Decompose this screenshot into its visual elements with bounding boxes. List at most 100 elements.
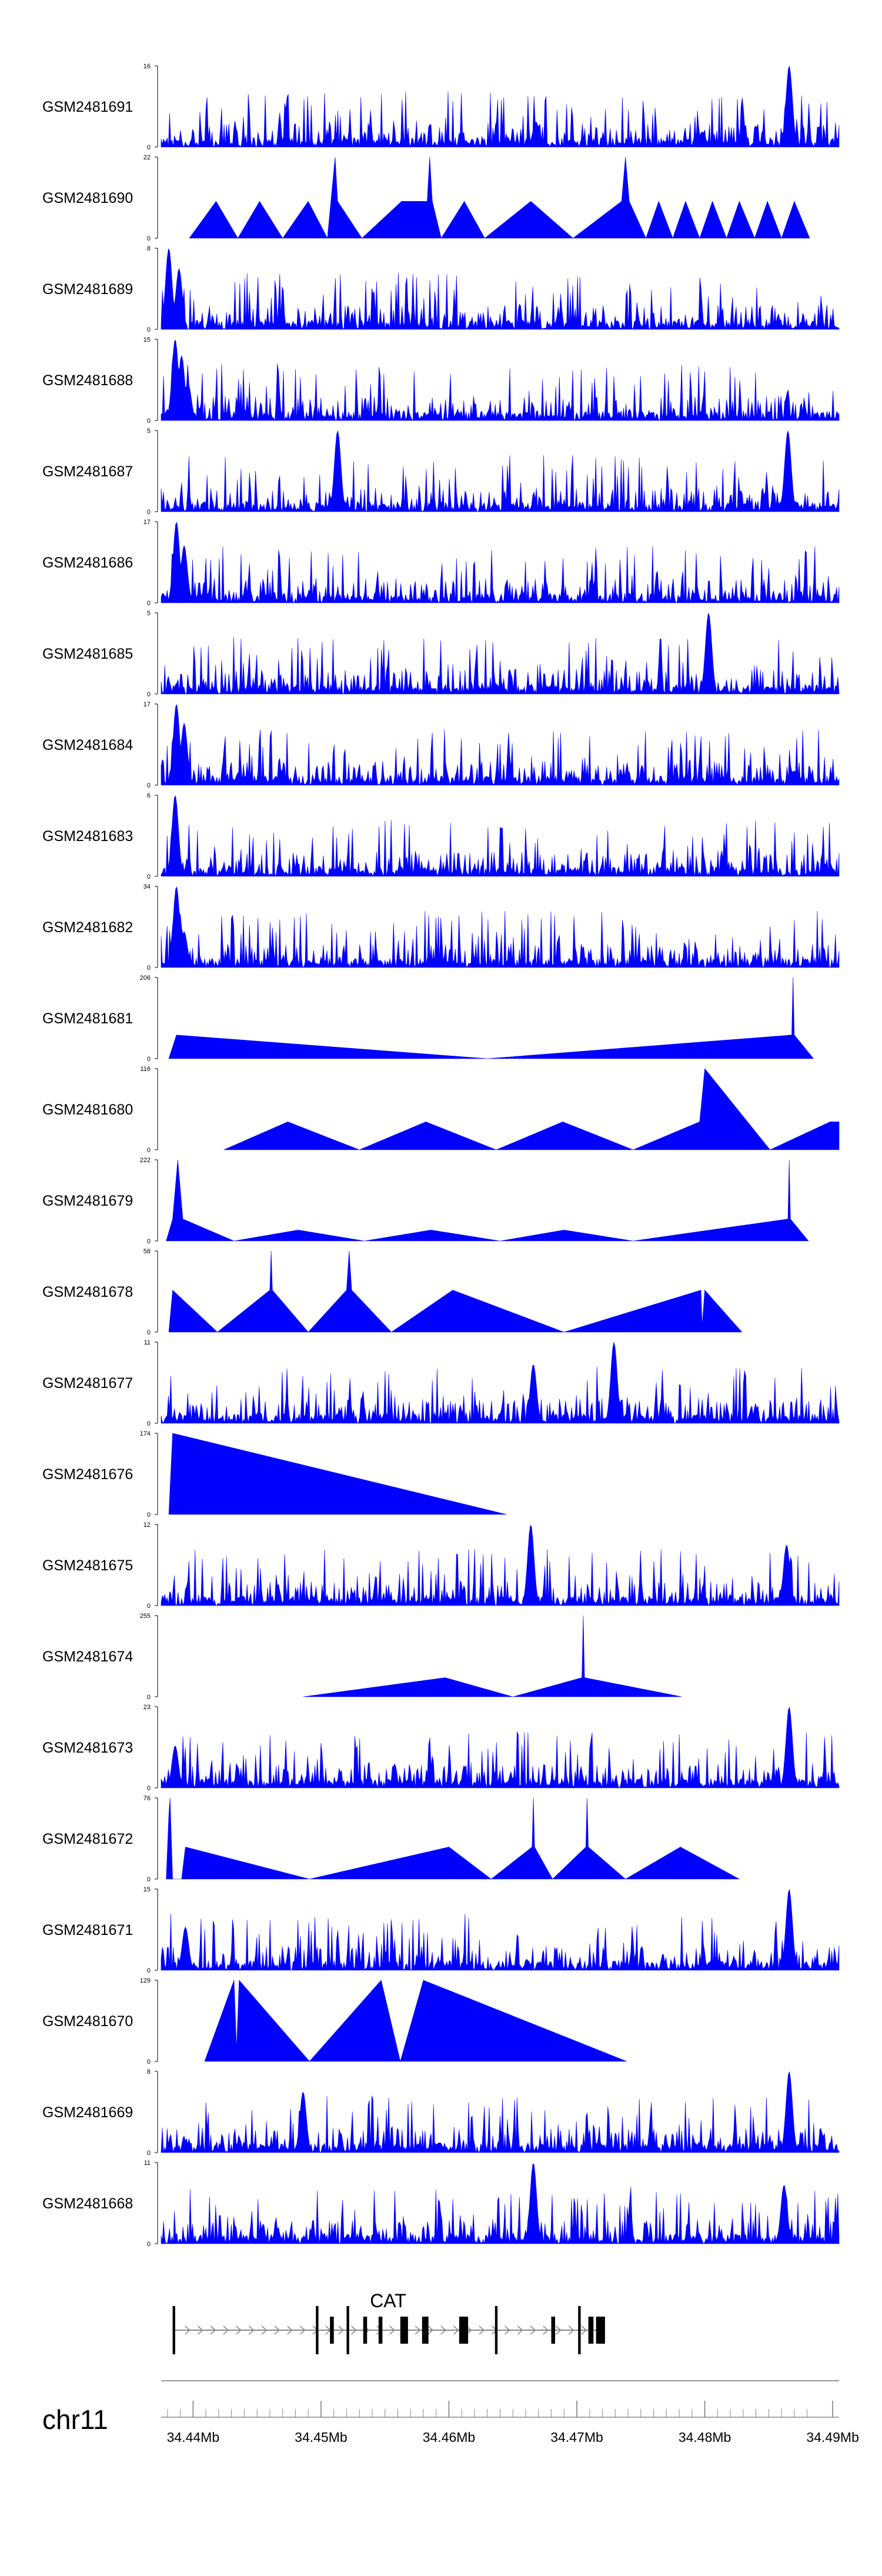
y-max-label: 222 xyxy=(140,1157,151,1164)
track-label: GSM2481678 xyxy=(42,1284,133,1300)
strand-arrow xyxy=(556,2325,562,2335)
y-max-label: 11 xyxy=(144,2160,151,2167)
track-GSM2481680: GSM2481680 116 0 xyxy=(42,1066,840,1154)
strand-arrow xyxy=(185,2325,191,2335)
y-min-label: 0 xyxy=(147,1785,151,1792)
track-GSM2481686: GSM2481686 17 0 xyxy=(42,519,840,607)
strand-arrow xyxy=(351,2325,357,2335)
track-label: GSM2481681 xyxy=(42,1010,133,1027)
y-max-label: 23 xyxy=(143,1704,151,1711)
strand-arrow xyxy=(299,2325,306,2335)
y-min-label: 0 xyxy=(147,509,151,516)
track-GSM2481672: GSM2481672 76 0 xyxy=(42,1795,740,1883)
coverage-area xyxy=(303,1615,682,1697)
coverage-area xyxy=(161,430,840,512)
y-min-label: 0 xyxy=(147,1967,151,1974)
strand-arrow xyxy=(389,2325,395,2335)
coverage-area xyxy=(161,886,840,968)
exon-block xyxy=(578,2306,581,2354)
y-min-label: 0 xyxy=(147,2241,151,2248)
x-tick-label: 34.48Mb xyxy=(679,2430,731,2445)
strand-arrow xyxy=(338,2325,344,2335)
y-max-label: 15 xyxy=(143,1886,151,1893)
track-GSM2481687: GSM2481687 5 0 xyxy=(42,428,840,516)
strand-arrow xyxy=(427,2325,434,2335)
y-min-label: 0 xyxy=(147,1694,151,1701)
strand-arrow xyxy=(505,2325,510,2335)
track-GSM2481690: GSM2481690 22 0 xyxy=(42,154,810,242)
y-max-label: 17 xyxy=(143,701,151,708)
y-min-label: 0 xyxy=(147,691,151,698)
exon-block xyxy=(316,2306,319,2354)
coverage-area xyxy=(161,248,840,330)
y-min-label: 0 xyxy=(147,1603,151,1610)
exon-block xyxy=(459,2317,469,2344)
track-GSM2481682: GSM2481682 34 0 xyxy=(42,883,840,972)
strand-arrow xyxy=(236,2325,242,2335)
x-tick-label: 34.47Mb xyxy=(550,2430,603,2445)
track-label: GSM2481675 xyxy=(42,1557,133,1574)
y-max-label: 22 xyxy=(143,154,151,161)
track-label: GSM2481672 xyxy=(42,1831,133,1847)
strand-arrow xyxy=(479,2325,485,2335)
exon-block xyxy=(495,2306,498,2354)
track-GSM2481671: GSM2481671 15 0 xyxy=(42,1886,840,1974)
y-min-label: 0 xyxy=(147,782,151,789)
strand-arrow xyxy=(261,2325,268,2335)
coverage-area xyxy=(161,1524,840,1606)
track-GSM2481679: GSM2481679 222 0 xyxy=(42,1157,809,1245)
track-GSM2481688: GSM2481688 15 0 xyxy=(42,336,840,425)
y-min-label: 0 xyxy=(147,1329,151,1336)
y-max-label: 129 xyxy=(140,1977,151,1984)
gene-model-track: CAT xyxy=(172,2290,605,2354)
track-label: GSM2481682 xyxy=(42,919,133,936)
data-tracks: GSM2481691160GSM2481690220GSM248168980GS… xyxy=(42,63,840,2248)
y-max-label: 255 xyxy=(140,1613,151,1620)
track-GSM2481676: GSM2481676 174 0 xyxy=(42,1430,507,1519)
track-GSM2481684: GSM2481684 17 0 xyxy=(42,701,840,789)
track-GSM2481675: GSM2481675 12 0 xyxy=(42,1521,840,1610)
exon-block xyxy=(400,2317,408,2344)
exon-block xyxy=(588,2317,594,2344)
coverage-area xyxy=(161,795,840,877)
coverage-area xyxy=(189,156,810,239)
track-label: GSM2481685 xyxy=(42,646,133,662)
y-min-label: 0 xyxy=(147,418,151,425)
y-max-label: 6 xyxy=(147,792,151,799)
strand-arrow xyxy=(543,2325,549,2335)
y-max-label: 5 xyxy=(147,610,151,617)
track-label: GSM2481687 xyxy=(42,463,133,480)
strand-arrow xyxy=(210,2325,216,2335)
strand-arrow xyxy=(568,2325,574,2335)
track-label: GSM2481676 xyxy=(42,1466,133,1483)
y-min-label: 0 xyxy=(147,144,151,151)
x-tick-label: 34.46Mb xyxy=(423,2430,476,2445)
track-label: GSM2481689 xyxy=(42,281,133,298)
exon-block xyxy=(346,2306,349,2354)
track-label: GSM2481684 xyxy=(42,737,133,753)
strand-arrow xyxy=(453,2325,459,2335)
y-max-label: 58 xyxy=(143,1248,151,1255)
strand-arrow xyxy=(287,2325,293,2335)
coverage-area xyxy=(161,2163,840,2244)
y-max-label: 174 xyxy=(140,1430,151,1437)
y-min-label: 0 xyxy=(147,235,151,242)
strand-arrow xyxy=(197,2325,203,2335)
y-min-label: 0 xyxy=(147,2058,151,2066)
y-max-label: 17 xyxy=(143,519,151,526)
coverage-area xyxy=(168,977,814,1059)
chromosome-label: chr11 xyxy=(42,2404,108,2435)
y-max-label: 8 xyxy=(147,245,151,252)
track-GSM2481673: GSM2481673 23 0 xyxy=(42,1704,840,1792)
strand-arrow xyxy=(248,2325,255,2335)
track-label: GSM2481670 xyxy=(42,2013,133,2030)
y-min-label: 0 xyxy=(147,600,151,607)
track-label: GSM2481671 xyxy=(42,1922,133,1938)
coverage-area xyxy=(161,704,840,786)
y-max-label: 34 xyxy=(143,883,151,890)
coverage-area xyxy=(161,1342,840,1424)
y-max-label: 5 xyxy=(147,428,151,435)
track-GSM2481678: GSM2481678 58 0 xyxy=(42,1248,743,1336)
y-max-label: 16 xyxy=(143,63,151,70)
